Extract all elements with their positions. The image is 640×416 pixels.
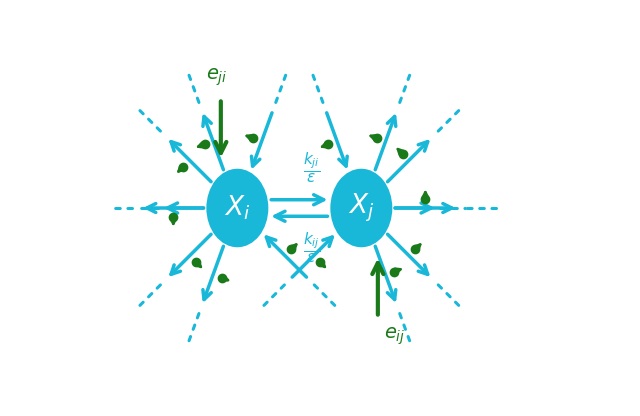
Text: $X_i$: $X_i$: [224, 194, 250, 222]
Text: $\dfrac{k_{ij}}{\varepsilon}$: $\dfrac{k_{ij}}{\varepsilon}$: [303, 231, 321, 265]
Text: $\dfrac{k_{ji}}{\varepsilon}$: $\dfrac{k_{ji}}{\varepsilon}$: [303, 151, 321, 185]
Text: $X_j$: $X_j$: [348, 192, 374, 224]
Ellipse shape: [330, 169, 392, 247]
Text: $e_{ji}$: $e_{ji}$: [206, 67, 227, 88]
Ellipse shape: [206, 169, 268, 247]
Text: $e_{ij}$: $e_{ij}$: [383, 326, 405, 347]
